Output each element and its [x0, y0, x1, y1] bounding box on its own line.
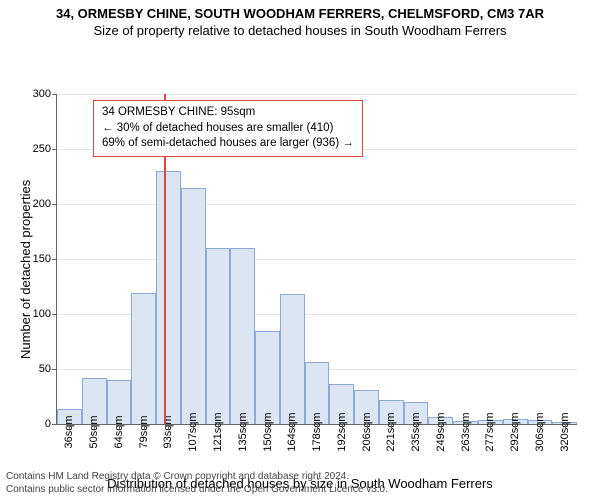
x-tick-label: 107sqm [187, 412, 199, 451]
bar-slot: 277sqm [478, 94, 503, 424]
x-tick-label: 235sqm [410, 412, 422, 451]
x-tick-mark [367, 424, 368, 429]
x-tick-label: 292sqm [509, 412, 521, 451]
histogram-bar [255, 331, 280, 425]
x-tick-mark [94, 424, 95, 429]
x-tick-label: 320sqm [559, 412, 571, 451]
callout-line-3: 69% of semi-detached houses are larger (… [102, 136, 354, 152]
y-tick-mark [52, 94, 57, 95]
x-tick-label: 121sqm [212, 412, 224, 451]
histogram-bar [280, 294, 305, 424]
x-tick-mark [292, 424, 293, 429]
histogram-bar [181, 188, 206, 425]
plot-area: 36sqm50sqm64sqm79sqm93sqm107sqm121sqm135… [56, 94, 577, 425]
x-tick-label: 135sqm [237, 412, 249, 451]
bar-slot: 263sqm [453, 94, 478, 424]
bar-slot: 36sqm [57, 94, 82, 424]
y-tick-mark [52, 424, 57, 425]
x-tick-mark [342, 424, 343, 429]
x-tick-label: 164sqm [286, 412, 298, 451]
y-tick-mark [52, 314, 57, 315]
histogram-bar [131, 293, 156, 424]
title-line-1: 34, ORMESBY CHINE, SOUTH WOODHAM FERRERS… [0, 0, 600, 21]
x-tick-mark [565, 424, 566, 429]
x-tick-label: 150sqm [262, 412, 274, 451]
x-tick-mark [268, 424, 269, 429]
x-tick-mark [218, 424, 219, 429]
callout-box: 34 ORMESBY CHINE: 95sqm ← 30% of detache… [93, 100, 363, 157]
x-tick-label: 50sqm [88, 415, 100, 448]
x-tick-mark [416, 424, 417, 429]
bar-slot: 320sqm [552, 94, 577, 424]
callout-line-2: ← 30% of detached houses are smaller (41… [102, 121, 354, 137]
y-tick-mark [52, 204, 57, 205]
x-tick-label: 206sqm [361, 412, 373, 451]
x-tick-mark [490, 424, 491, 429]
bar-slot: 292sqm [503, 94, 528, 424]
x-tick-label: 221sqm [385, 412, 397, 451]
title-line-2: Size of property relative to detached ho… [0, 21, 600, 38]
y-tick-mark [52, 369, 57, 370]
footer-attribution: Contains HM Land Registry data © Crown c… [6, 470, 388, 496]
y-tick-mark [52, 149, 57, 150]
x-tick-mark [193, 424, 194, 429]
bar-slot: 235sqm [404, 94, 429, 424]
footer-line-1: Contains HM Land Registry data © Crown c… [6, 470, 388, 483]
x-tick-mark [466, 424, 467, 429]
x-tick-label: 306sqm [534, 412, 546, 451]
x-tick-label: 64sqm [113, 415, 125, 448]
bar-slot: 306sqm [528, 94, 553, 424]
x-tick-mark [243, 424, 244, 429]
bar-slot: 221sqm [379, 94, 404, 424]
x-tick-label: 263sqm [460, 412, 472, 451]
footer-line-2: Contains public sector information licen… [6, 483, 388, 496]
x-tick-label: 277sqm [484, 412, 496, 451]
x-tick-mark [441, 424, 442, 429]
y-tick-mark [52, 259, 57, 260]
histogram-bar [230, 248, 255, 424]
histogram-bar [156, 171, 181, 424]
x-tick-mark [391, 424, 392, 429]
callout-line-1: 34 ORMESBY CHINE: 95sqm [102, 105, 354, 121]
x-tick-mark [69, 424, 70, 429]
x-tick-label: 192sqm [336, 412, 348, 451]
x-tick-mark [168, 424, 169, 429]
x-tick-mark [119, 424, 120, 429]
histogram-bar [206, 248, 231, 424]
x-tick-label: 36sqm [63, 415, 75, 448]
x-tick-mark [144, 424, 145, 429]
x-tick-label: 178sqm [311, 412, 323, 451]
x-tick-label: 79sqm [138, 415, 150, 448]
x-tick-mark [515, 424, 516, 429]
bar-slot: 249sqm [428, 94, 453, 424]
x-tick-mark [317, 424, 318, 429]
y-axis-label: Number of detached properties [18, 180, 33, 359]
x-tick-label: 249sqm [435, 412, 447, 451]
x-tick-mark [540, 424, 541, 429]
